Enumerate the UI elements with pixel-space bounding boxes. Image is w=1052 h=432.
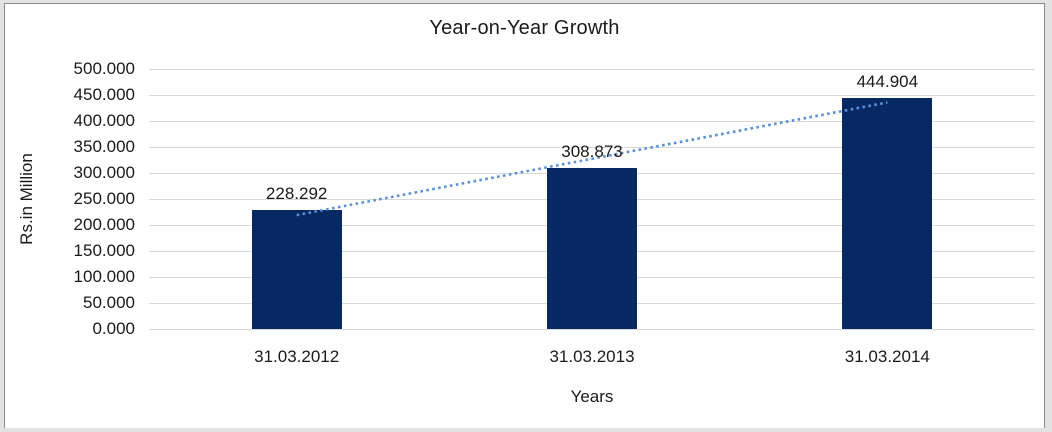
- data-label: 308.873: [561, 142, 623, 162]
- y-tick-label: 400.000: [73, 111, 135, 130]
- chart-title: Year-on-Year Growth: [429, 17, 620, 39]
- data-label: 228.292: [265, 184, 328, 204]
- gridline: [149, 329, 1035, 330]
- y-tick-label: 150.000: [73, 241, 135, 260]
- x-tick-label: 31.03.2012: [254, 347, 340, 366]
- y-tick-label: 50.000: [83, 293, 135, 312]
- y-tick-label: 450.000: [73, 85, 135, 104]
- y-tick-label: 0.000: [92, 319, 135, 338]
- gridline: [149, 95, 1035, 96]
- y-tick-label: 300.000: [73, 163, 135, 182]
- bar: [251, 210, 342, 329]
- y-tick-label: 500.000: [73, 59, 135, 78]
- gridline: [149, 69, 1035, 70]
- bar: [842, 97, 933, 329]
- x-tick-label: 31.03.2013: [549, 347, 635, 366]
- y-tick-label: 250.000: [73, 189, 135, 208]
- y-tick-label: 100.000: [73, 267, 135, 286]
- y-tick-label: 200.000: [73, 215, 135, 234]
- gridline: [149, 147, 1035, 148]
- data-label: 444.904: [856, 71, 919, 91]
- x-axis-tick-labels: 31.03.2012 31.03.2013 31.03.2014: [149, 347, 1035, 369]
- y-axis-tick-labels: 500.000 450.000 400.000 350.000 300.000 250.0…: [5, 59, 135, 338]
- trendline-path: [296, 101, 888, 217]
- trendline: [296, 101, 888, 217]
- x-axis-title: Years: [570, 387, 614, 406]
- x-tick-label: 31.03.2014: [844, 347, 930, 366]
- bar: [547, 168, 637, 329]
- chart-area: Year-on-Year Growth Rs.in Million 500.00…: [4, 3, 1045, 428]
- plot-area: 228.292 308.873 444.904: [149, 69, 1035, 330]
- gridline: [149, 121, 1035, 122]
- y-tick-label: 350.000: [73, 137, 135, 156]
